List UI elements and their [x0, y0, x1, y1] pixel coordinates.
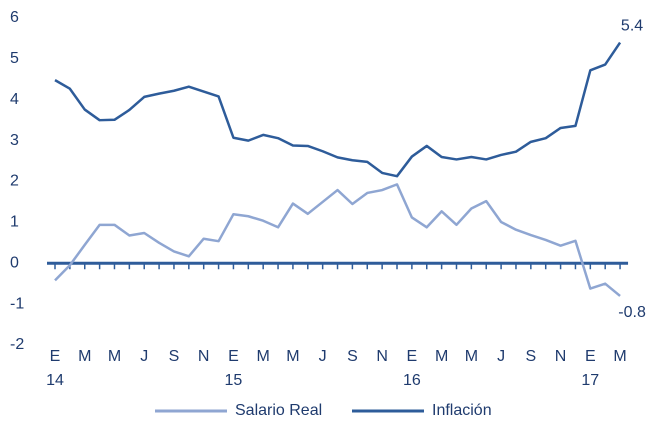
y-tick-label: -1 — [10, 295, 24, 312]
value-label: -0.8 — [618, 304, 646, 321]
x-year-label: 16 — [403, 372, 421, 389]
x-year-label: 17 — [581, 372, 599, 389]
legend-label: Salario Real — [235, 402, 322, 419]
value-label: 5.4 — [621, 18, 643, 35]
y-tick-label: 2 — [10, 173, 19, 190]
x-year-label: 15 — [225, 372, 243, 389]
x-tick-label: M — [108, 348, 121, 365]
x-tick-label: J — [319, 348, 327, 365]
x-tick-label: E — [50, 348, 61, 365]
y-tick-label: 5 — [10, 50, 19, 67]
x-tick-label: N — [555, 348, 567, 365]
series-line — [54, 41, 622, 178]
x-tick-label: S — [169, 348, 180, 365]
x-year-label: 14 — [46, 372, 64, 389]
y-tick-label: 1 — [10, 214, 19, 231]
x-tick-label: M — [286, 348, 299, 365]
x-tick-label: N — [376, 348, 388, 365]
x-tick-label: M — [435, 348, 448, 365]
x-tick-label: M — [613, 348, 626, 365]
x-tick-label: S — [347, 348, 358, 365]
y-tick-label: 6 — [10, 9, 19, 26]
x-tick-label: N — [198, 348, 210, 365]
y-tick-label: -2 — [10, 336, 24, 353]
legend-label: Inflación — [432, 402, 492, 419]
x-tick-label: M — [465, 348, 478, 365]
series-line — [54, 183, 621, 297]
y-tick-label: 0 — [10, 254, 19, 271]
x-tick-label: J — [140, 348, 148, 365]
x-tick-label: S — [526, 348, 537, 365]
x-tick-label: J — [497, 348, 505, 365]
x-tick-label: E — [228, 348, 239, 365]
x-tick-label: M — [78, 348, 91, 365]
x-tick-label: E — [585, 348, 596, 365]
y-tick-label: 4 — [10, 91, 19, 108]
x-tick-label: E — [407, 348, 418, 365]
x-tick-label: M — [257, 348, 270, 365]
y-tick-label: 3 — [10, 132, 19, 149]
